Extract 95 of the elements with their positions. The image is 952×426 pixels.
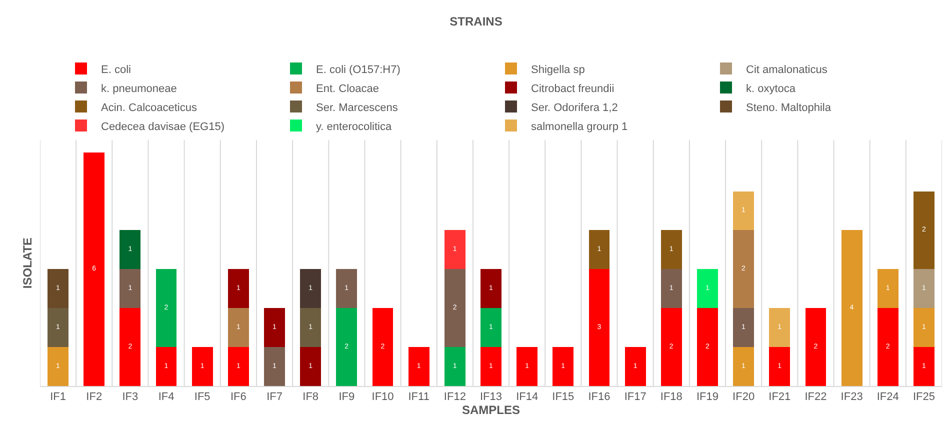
bar: [48, 269, 68, 308]
x-tick-label: IF20: [732, 391, 755, 404]
legend-label: Citrobact freundii: [531, 82, 614, 95]
bar: [660, 230, 682, 270]
bar: [228, 347, 249, 386]
bar: [660, 308, 682, 386]
bar: [769, 308, 790, 348]
bar: [48, 308, 68, 348]
bar: [156, 269, 177, 348]
legend-label: k. pneumoneae: [101, 82, 177, 95]
bar: [300, 347, 322, 386]
legend-label: y. enterocolitica: [316, 120, 392, 133]
bar: [516, 347, 538, 386]
legend-label: Ser. Odorifera 1,2: [531, 102, 618, 114]
bar: [480, 308, 502, 348]
bar: [877, 308, 898, 386]
x-tick-label: IF21: [768, 391, 791, 404]
x-tick-label: IF16: [588, 391, 610, 404]
legend-label: E. coli: [101, 64, 131, 76]
bar: [914, 308, 934, 348]
bar: [120, 269, 141, 308]
x-tick-label: IF22: [804, 391, 827, 404]
bar: [733, 347, 754, 386]
x-tick-label: IF7: [266, 391, 282, 404]
x-axis-title: SAMPLES: [462, 403, 520, 418]
x-tick-label: IF8: [302, 391, 319, 404]
bar: [733, 230, 754, 308]
bar: [444, 347, 466, 386]
legend-label: Shigella sp: [531, 64, 585, 76]
bar: [769, 347, 790, 386]
bar: [624, 347, 646, 386]
legend-label: Acin. Calcoaceticus: [101, 102, 198, 114]
x-tick-label: IF14: [516, 391, 538, 404]
x-tick-label: IF4: [158, 391, 174, 404]
legend-label: Steno. Maltophila: [746, 102, 832, 114]
bar: [805, 308, 826, 386]
x-tick-label: IF5: [194, 391, 210, 404]
bar: [264, 347, 285, 386]
bar: [84, 152, 105, 386]
legend-label: Ser. Marcescens: [316, 102, 398, 114]
legend-label: k. oxytoca: [746, 82, 796, 95]
bar: [552, 347, 574, 386]
bar: [336, 269, 358, 308]
bar: [264, 308, 285, 348]
bar: [914, 191, 934, 270]
bar: [156, 347, 177, 386]
bar: [300, 308, 322, 348]
x-tick-label: IF6: [230, 391, 246, 404]
bar: [372, 308, 394, 386]
x-tick-label: IF24: [876, 391, 899, 404]
bar: [192, 347, 213, 386]
x-tick-label: IF19: [696, 391, 718, 404]
bar: [120, 308, 141, 386]
bar: [480, 347, 502, 386]
bar: [300, 269, 322, 308]
bar: [697, 308, 718, 386]
bar: [588, 230, 610, 270]
x-tick-label: IF23: [840, 391, 863, 404]
x-tick-label: IF11: [408, 391, 430, 404]
bar: [914, 269, 934, 308]
bar: [228, 308, 249, 348]
x-tick-label: IF15: [552, 391, 574, 404]
bar: [408, 347, 430, 386]
bar: [336, 308, 358, 386]
legend-label: salmonella grourp 1: [531, 120, 628, 133]
x-tick-label: IF1: [50, 391, 66, 404]
bar: [660, 269, 682, 308]
bar: [480, 269, 502, 308]
bar: [733, 191, 754, 230]
bar: [120, 230, 141, 270]
x-tick-label: IF18: [660, 391, 682, 404]
bar: [733, 308, 754, 348]
bar: [228, 269, 249, 308]
bar: [588, 269, 610, 386]
bar: [877, 269, 898, 308]
chart-title: STRAINS: [450, 14, 502, 28]
bar: [697, 269, 718, 308]
legend-label: Cedecea davisae (EG15): [101, 120, 225, 133]
y-axis-title: ISOLATE: [20, 237, 34, 289]
x-tick-label: IF3: [122, 391, 138, 404]
bar: [914, 347, 934, 386]
x-tick-label: IF2: [86, 391, 102, 404]
bar: [444, 269, 466, 348]
legend-label: Ent. Cloacae: [316, 82, 379, 95]
bar: [444, 230, 466, 270]
x-tick-label: IF13: [480, 391, 502, 404]
legend-label: Cit amalonaticus: [746, 64, 828, 76]
x-tick-label: IF25: [912, 391, 935, 404]
x-tick-label: IF12: [444, 391, 466, 404]
x-tick-label: IF9: [338, 391, 355, 404]
x-tick-label: IF10: [372, 391, 394, 404]
x-tick-label: IF17: [624, 391, 646, 404]
bar: [48, 347, 68, 386]
legend-label: E. coli (O157:H7): [316, 64, 400, 76]
bar: [841, 230, 862, 386]
